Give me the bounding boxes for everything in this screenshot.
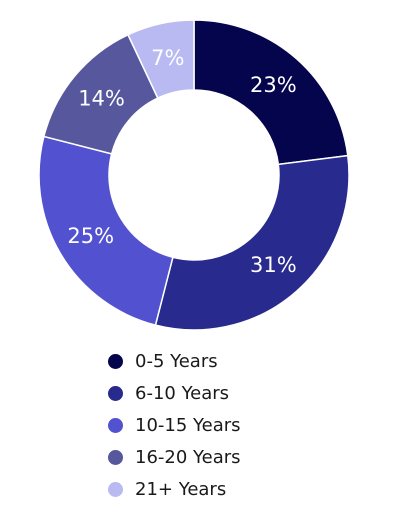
legend-item: 0-5 Years (108, 345, 368, 377)
slice-label: 23% (250, 73, 297, 97)
legend-label: 0-5 Years (135, 350, 218, 372)
legend-marker-icon (108, 449, 123, 465)
slice-label: 7% (151, 46, 184, 70)
slice-label: 14% (78, 87, 125, 111)
donut-chart: 23% 31% 25% 14% 7% (38, 19, 350, 331)
slice-10-15-years (38, 135, 174, 327)
legend-marker-icon (108, 417, 123, 433)
legend-marker-icon (108, 353, 123, 369)
legend-label: 21+ Years (135, 478, 227, 500)
slice-labels: 23% 31% 25% 14% 7% (67, 46, 296, 277)
slice-0-5-years (193, 19, 349, 166)
legend-marker-icon (108, 481, 123, 497)
slice-label: 25% (67, 224, 114, 248)
donut-slices (38, 19, 350, 331)
legend-label: 10-15 Years (135, 414, 241, 436)
slice-21-years (127, 19, 195, 100)
slice-label: 31% (250, 253, 297, 277)
legend-label: 6-10 Years (135, 382, 230, 404)
legend-marker-icon (108, 385, 123, 401)
legend-item: 6-10 Years (108, 377, 368, 409)
legend-label: 16-20 Years (135, 446, 241, 468)
legend: 0-5 Years 6-10 Years 10-15 Years 16-20 Year… (108, 345, 368, 505)
legend-item: 21+ Years (108, 473, 368, 505)
legend-item: 16-20 Years (108, 441, 368, 473)
slice-6-10-years (154, 154, 350, 331)
legend-item: 10-15 Years (108, 409, 368, 441)
